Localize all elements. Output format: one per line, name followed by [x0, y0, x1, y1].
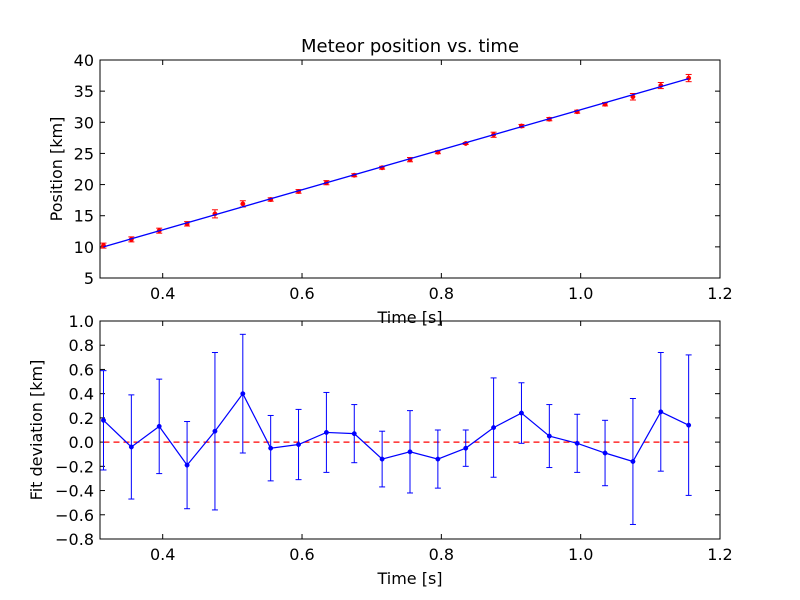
deviation-ytick-label: 0.4 [69, 385, 94, 404]
deviation-chart-xlabel: Time [s] [376, 569, 442, 588]
position-ytick-label: 5 [84, 269, 94, 288]
position-chart-ticks: 0.4 0.6 0.8 1.0 1.2 5 10 15 20 25 30 35 40 [74, 51, 733, 303]
deviation-data-point [435, 456, 441, 462]
deviation-ytick-label: −0.2 [55, 457, 94, 476]
position-ytick-label: 25 [74, 144, 94, 163]
deviation-data-point [546, 433, 552, 439]
position-ytick-label: 15 [74, 207, 94, 226]
position-data-point [240, 201, 246, 207]
position-chart-ylabel: Position [km] [47, 117, 66, 222]
deviation-data-point [686, 422, 692, 428]
deviation-data-point [212, 428, 218, 434]
position-xtick-label: 0.6 [289, 284, 314, 303]
deviation-data-point [602, 450, 608, 456]
deviation-data-point [240, 391, 246, 397]
deviation-chart-ylabel: Fit deviation [km] [27, 360, 46, 501]
deviation-data-point [296, 442, 301, 447]
deviation-xtick-label: 0.8 [429, 545, 454, 564]
deviation-data-point [407, 449, 413, 455]
deviation-ytick-label: 0.2 [69, 409, 94, 428]
position-ytick-label: 40 [74, 51, 94, 70]
deviation-chart-ticks: 0.4 0.6 0.8 1.0 1.2 −0.8 −0.6 −0.4 −0.2 0.0 0.2 0.4… [55, 312, 733, 564]
deviation-ytick-label: 0.0 [69, 433, 94, 452]
deviation-data-point [351, 431, 357, 437]
deviation-xtick-label: 0.6 [289, 545, 314, 564]
position-ytick-label: 35 [74, 82, 94, 101]
position-chart-xlabel: Time [s] [376, 308, 442, 327]
position-ytick-label: 20 [74, 176, 94, 195]
deviation-ytick-label: 1.0 [69, 312, 94, 331]
deviation-data-point [630, 459, 636, 464]
deviation-ytick-label: 0.8 [69, 336, 94, 355]
deviation-chart-marks [100, 333, 692, 525]
deviation-xtick-label: 0.4 [150, 545, 175, 564]
deviation-data-point [268, 445, 274, 451]
position-chart-title: Meteor position vs. time [301, 36, 519, 57]
position-xtick-label: 1.2 [707, 284, 732, 303]
position-data-point [101, 243, 106, 249]
deviation-chart: 0.4 0.6 0.8 1.0 1.2 −0.8 −0.6 −0.4 −0.2 0.0 0.2 0.4… [27, 312, 733, 588]
deviation-data-point [491, 425, 497, 431]
position-ytick-label: 10 [74, 238, 94, 257]
position-ytick-label: 30 [74, 113, 94, 132]
position-chart: Meteor position vs. time 0.4 0.6 0.8 1.0 1.2… [47, 36, 733, 327]
deviation-xtick-label: 1.0 [568, 545, 593, 564]
position-chart-frame [99, 59, 721, 279]
position-chart-marks [100, 73, 692, 249]
deviation-data-point [184, 462, 190, 468]
deviation-chart-frame [99, 320, 721, 540]
deviation-data-point [519, 410, 524, 416]
deviation-ytick-label: 0.6 [69, 360, 94, 379]
deviation-data-point [323, 429, 329, 435]
deviation-data-point [156, 423, 162, 429]
deviation-data-point [463, 445, 469, 451]
position-fit-line [103, 78, 689, 248]
deviation-xtick-label: 1.2 [707, 545, 732, 564]
position-xtick-label: 0.8 [429, 284, 454, 303]
deviation-ytick-label: −0.6 [55, 506, 94, 525]
deviation-data-point [379, 456, 385, 462]
position-xtick-label: 0.4 [150, 284, 175, 303]
deviation-data-point [574, 440, 580, 446]
deviation-data-point [101, 417, 106, 423]
deviation-series-line [103, 392, 689, 467]
deviation-data-point [128, 444, 134, 450]
deviation-data-point [658, 409, 664, 415]
deviation-ytick-label: −0.8 [55, 530, 94, 549]
position-xtick-label: 1.0 [568, 284, 593, 303]
deviation-ytick-label: −0.4 [55, 482, 94, 501]
